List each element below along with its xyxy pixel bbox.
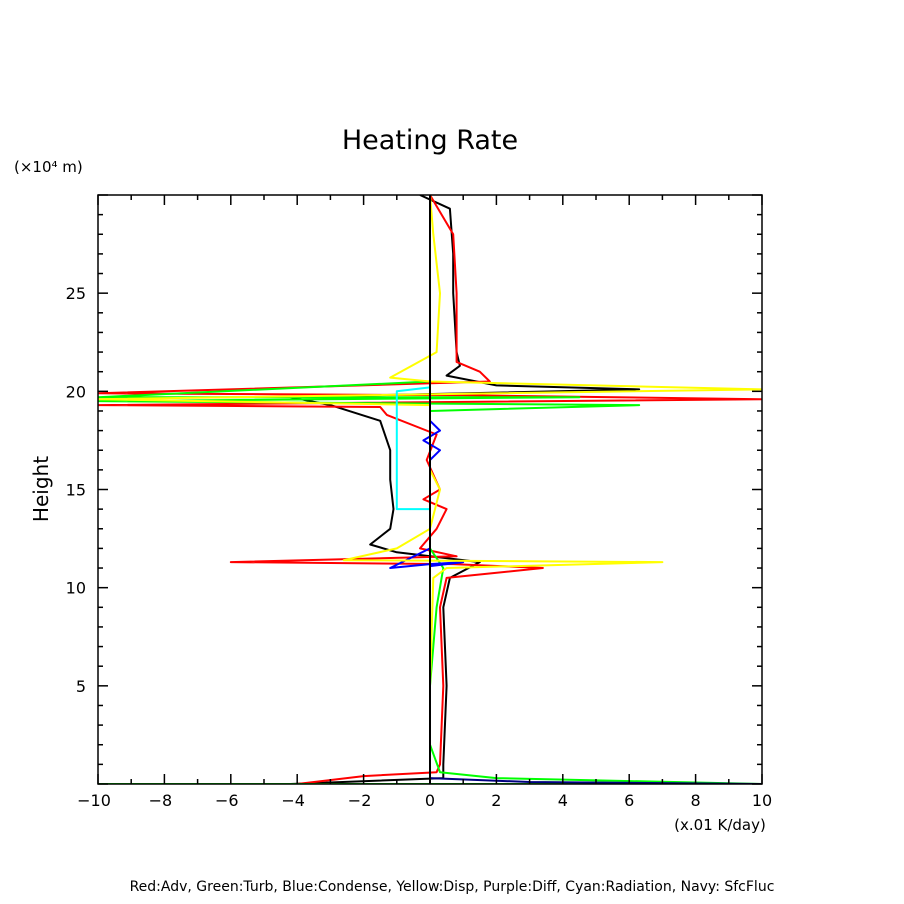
series-line-1 <box>98 195 762 784</box>
chart-title: Heating Rate <box>342 125 518 156</box>
axes-layer: −10 −8 −6 −4 −2 0 2 4 6 8 10 5 10 15 20 25 <box>66 194 772 810</box>
series-line-0 <box>289 195 641 784</box>
series-line-2 <box>98 204 762 784</box>
y-tick-label: 15 <box>66 481 86 500</box>
x-axis-unit: (x.01 K/day) <box>674 816 766 834</box>
legend-caption: Red:Adv, Green:Turb, Blue:Condense, Yell… <box>130 879 775 895</box>
y-axis-unit: (×10⁴ m) <box>14 158 83 176</box>
x-tick-label: −2 <box>348 791 372 810</box>
y-tick-label: 25 <box>66 284 86 303</box>
y-tick-label: 20 <box>66 382 86 401</box>
series-line-3 <box>389 420 465 784</box>
y-axis-label: Height <box>29 456 53 522</box>
y-tick-label: 10 <box>66 579 86 598</box>
series-layer <box>98 195 762 784</box>
x-tick-label: −8 <box>149 791 173 810</box>
x-tick-label: 6 <box>624 791 634 810</box>
x-tick-label: 10 <box>752 791 772 810</box>
x-tick-label: −4 <box>281 791 305 810</box>
x-tick-label: 8 <box>691 791 701 810</box>
series-line-5 <box>395 386 431 511</box>
x-tick-label: −10 <box>77 791 111 810</box>
x-tick-label: −6 <box>215 791 239 810</box>
y-tick-label: 5 <box>76 677 86 696</box>
x-tick-label: 0 <box>425 791 435 810</box>
x-tick-label: 2 <box>491 791 501 810</box>
x-tick-label: 4 <box>558 791 568 810</box>
